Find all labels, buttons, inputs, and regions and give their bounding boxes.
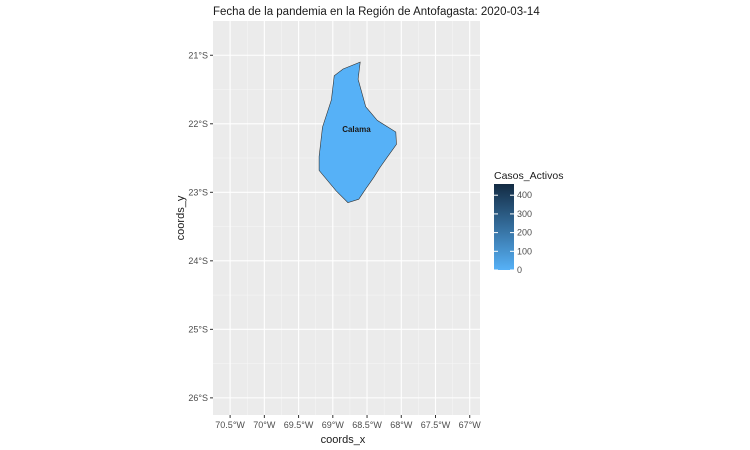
x-tick-label: 70°W	[253, 420, 276, 430]
region-calama	[318, 61, 397, 203]
y-tick-label: 26°S	[188, 393, 208, 403]
legend-label: 100	[517, 246, 532, 256]
legend: Casos_Activos 0 100 200 300 400	[494, 170, 563, 275]
x-tick-label: 69.5°W	[284, 420, 314, 430]
y-tick-label: 21°S	[188, 50, 208, 60]
x-tick-label: 68°W	[390, 420, 413, 430]
legend-label: 400	[517, 190, 532, 200]
regions: Calama	[318, 61, 397, 203]
y-tick-label: 22°S	[188, 119, 208, 129]
x-tick-label: 70.5°W	[215, 420, 245, 430]
x-axis-title: coords_x	[321, 434, 366, 446]
legend-title: Casos_Activos	[494, 170, 563, 182]
x-axis: 70.5°W 70°W 69.5°W 69°W 68.5°W 68°W 67.5°W 67°W	[215, 415, 481, 430]
chart-title: Fecha de la pandemia en la Región de Ant…	[213, 6, 540, 18]
x-tick-label: 67.5°W	[421, 420, 451, 430]
y-axis-title: coords_y	[175, 195, 187, 240]
legend-label: 0	[517, 265, 522, 275]
y-axis: 21°S 22°S 23°S 24°S 25°S 26°S	[188, 50, 213, 403]
x-tick-label: 67°W	[459, 420, 482, 430]
x-tick-label: 68.5°W	[352, 420, 382, 430]
x-tick-label: 69°W	[322, 420, 345, 430]
legend-label: 200	[517, 228, 532, 238]
y-tick-label: 23°S	[188, 187, 208, 197]
y-tick-label: 25°S	[188, 324, 208, 334]
y-tick-label: 24°S	[188, 256, 208, 266]
legend-label: 300	[517, 209, 532, 219]
legend-colorbar	[494, 184, 514, 270]
region-label: Calama	[342, 125, 371, 134]
